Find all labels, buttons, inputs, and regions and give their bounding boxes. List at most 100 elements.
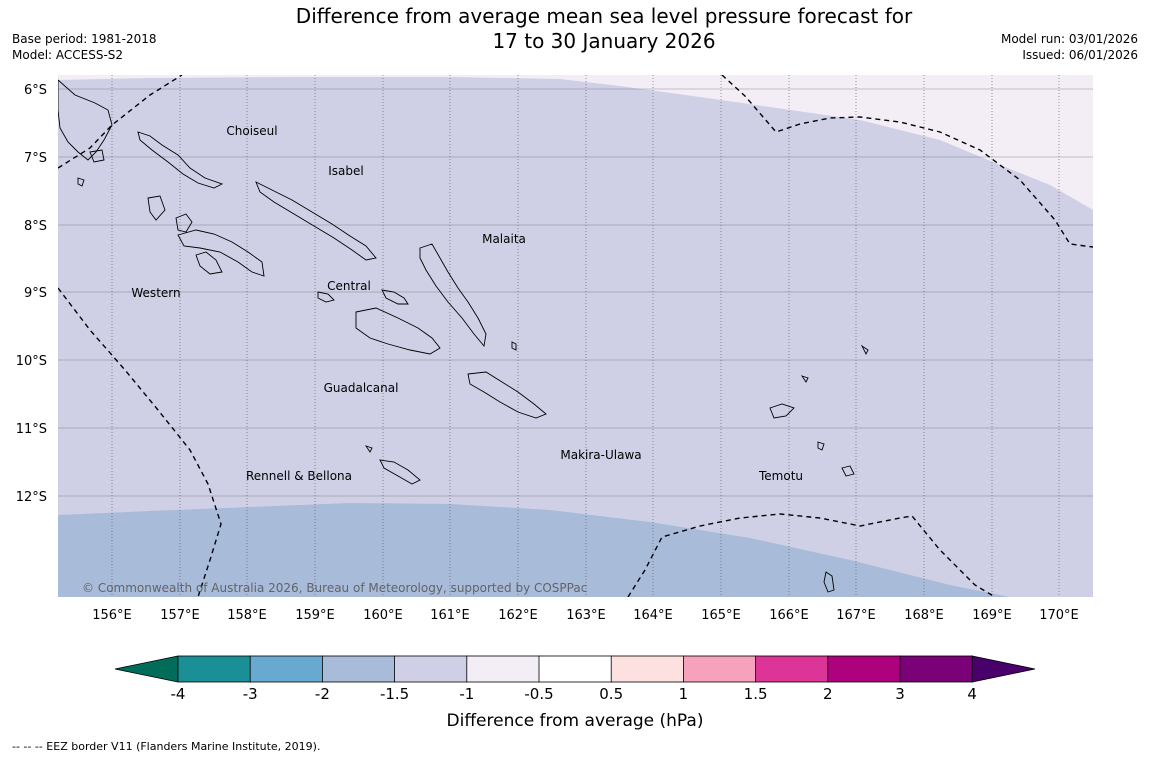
lat-label-9s: 9°S	[24, 286, 47, 301]
lon-label-170e: 170°E	[1039, 608, 1079, 623]
colorbar-tick-label: 1	[679, 685, 689, 703]
colorbar-tick-label: -2	[315, 685, 330, 703]
colorbar-label: Difference from average (hPa)	[447, 711, 704, 731]
copyright-text: © Commonwealth of Australia 2026, Bureau…	[82, 581, 587, 595]
lon-label-162e: 162°E	[498, 608, 538, 623]
lat-axis-labels: 6°S 7°S 8°S 9°S 10°S 11°S 12°S	[16, 83, 47, 505]
meta-left: Base period: 1981-2018 Model: ACCESS-S2	[12, 31, 157, 63]
lon-label-159e: 159°E	[295, 608, 335, 623]
eez-footnote: -- -- -- EEZ border V11 (Flanders Marine…	[12, 740, 321, 753]
lon-label-164e: 164°E	[633, 608, 673, 623]
colorbar-tick-label: 2	[823, 685, 833, 703]
colorbar-tick-label: 4	[967, 685, 977, 703]
band-minus-1-positive	[58, 75, 1093, 210]
lon-label-167e: 167°E	[836, 608, 876, 623]
region-label-rennell-bellona: Rennell & Bellona	[246, 469, 352, 483]
lon-lines	[111, 75, 1060, 597]
region-label-central: Central	[327, 279, 371, 293]
band-minus-2	[58, 503, 1010, 597]
colorbar-segment	[321, 655, 396, 683]
lon-label-165e: 165°E	[701, 608, 741, 623]
colorbar-segment	[827, 655, 901, 683]
island-russell	[317, 291, 335, 303]
colorbar-segment	[899, 655, 974, 683]
eez-borders	[58, 75, 1093, 597]
colorbar-tick-label: -4	[171, 685, 186, 703]
lat-label-12s: 12°S	[16, 490, 47, 505]
region-label-temotu: Temotu	[758, 469, 803, 483]
chart-title: Difference from average mean sea level p…	[0, 4, 1150, 54]
lon-label-157e: 157°E	[160, 608, 200, 623]
island-isabel	[255, 181, 377, 261]
colorbar-segments	[114, 655, 1036, 683]
region-label-malaita: Malaita	[482, 232, 526, 246]
colorbar-tick-labels: -4 -3 -2 -1.5 -1 -0.5 0.5 1 1.5 2 3 4	[171, 685, 977, 703]
region-label-choiseul: Choiseul	[226, 124, 277, 138]
colorbar-segment	[683, 655, 757, 683]
lon-label-160e: 160°E	[363, 608, 403, 623]
colorbar-segment	[610, 655, 685, 683]
title-line-1: Difference from average mean sea level p…	[295, 4, 913, 28]
island-ontong	[860, 344, 869, 356]
colorbar-over-arrow	[971, 655, 1036, 683]
colorbar: -4 -3 -2 -1.5 -1 -0.5 0.5 1 1.5 2 3 4 Difference fr…	[114, 655, 1036, 731]
title-line-2: 17 to 30 January 2026	[492, 29, 716, 53]
island-treasury	[77, 177, 85, 187]
lon-label-156e: 156°E	[92, 608, 132, 623]
lon-label-168e: 168°E	[904, 608, 944, 623]
colorbar-tick-label: 3	[895, 685, 905, 703]
model-name: Model: ACCESS-S2	[12, 48, 124, 62]
colorbar-tick-label: -0.5	[524, 685, 553, 703]
lat-label-7s: 7°S	[24, 151, 47, 166]
island-ulawa	[511, 341, 517, 351]
lat-label-6s: 6°S	[24, 83, 47, 98]
island-bougainville	[58, 79, 113, 161]
colorbar-under-arrow	[114, 655, 179, 683]
model-run: Model run: 03/01/2026	[1000, 32, 1138, 46]
region-labels: Choiseul Isabel Malaita Western Central …	[131, 124, 803, 483]
region-label-isabel: Isabel	[328, 164, 363, 178]
island-tikopia	[823, 571, 835, 593]
colorbar-segment	[755, 655, 829, 683]
colorbar-segment	[394, 655, 468, 683]
island-makira	[467, 371, 547, 419]
lon-label-169e: 169°E	[972, 608, 1012, 623]
lon-label-163e: 163°E	[566, 608, 606, 623]
island-guadalcanal	[355, 307, 441, 355]
region-label-western: Western	[131, 286, 180, 300]
map-area	[58, 75, 1093, 597]
region-label-guadalcanal: Guadalcanal	[324, 381, 399, 395]
island-choiseul	[137, 131, 224, 189]
island-vella	[175, 213, 193, 233]
colorbar-segment	[249, 655, 324, 683]
lon-label-161e: 161°E	[430, 608, 470, 623]
eez-border-west	[58, 287, 222, 597]
lon-label-166e: 166°E	[769, 608, 809, 623]
islands	[58, 79, 869, 593]
island-reef	[800, 375, 809, 383]
colorbar-tick-label: 0.5	[599, 685, 623, 703]
island-utupua	[817, 441, 825, 451]
island-new-georgia	[177, 229, 265, 277]
island-santa-cruz	[769, 403, 795, 419]
colorbar-segment	[538, 655, 613, 683]
lat-label-11s: 11°S	[16, 422, 47, 437]
meta-right: Model run: 03/01/2026 Issued: 06/01/2026	[1001, 31, 1138, 63]
region-label-makira-ulawa: Makira-Ulawa	[560, 448, 641, 462]
colorbar-tick-label: -1	[459, 685, 474, 703]
island-malaita	[419, 243, 487, 348]
lat-label-10s: 10°S	[16, 354, 47, 369]
island-ranongga	[147, 195, 166, 221]
lon-axis-labels: 156°E 157°E 158°E 159°E 160°E 161°E 162°…	[92, 608, 1079, 623]
base-period: Base period: 1981-2018	[12, 32, 157, 46]
colorbar-segment	[177, 655, 252, 683]
colorbar-tick-label: -1.5	[380, 685, 409, 703]
eez-border-north-west	[58, 75, 183, 169]
eez-border-south-east	[627, 513, 996, 597]
island-vanikoro	[841, 465, 855, 477]
colorbar-tick-label: 1.5	[744, 685, 768, 703]
colorbar-tick-label: -3	[243, 685, 258, 703]
island-bellona	[364, 445, 373, 453]
lat-lines	[58, 88, 1093, 497]
